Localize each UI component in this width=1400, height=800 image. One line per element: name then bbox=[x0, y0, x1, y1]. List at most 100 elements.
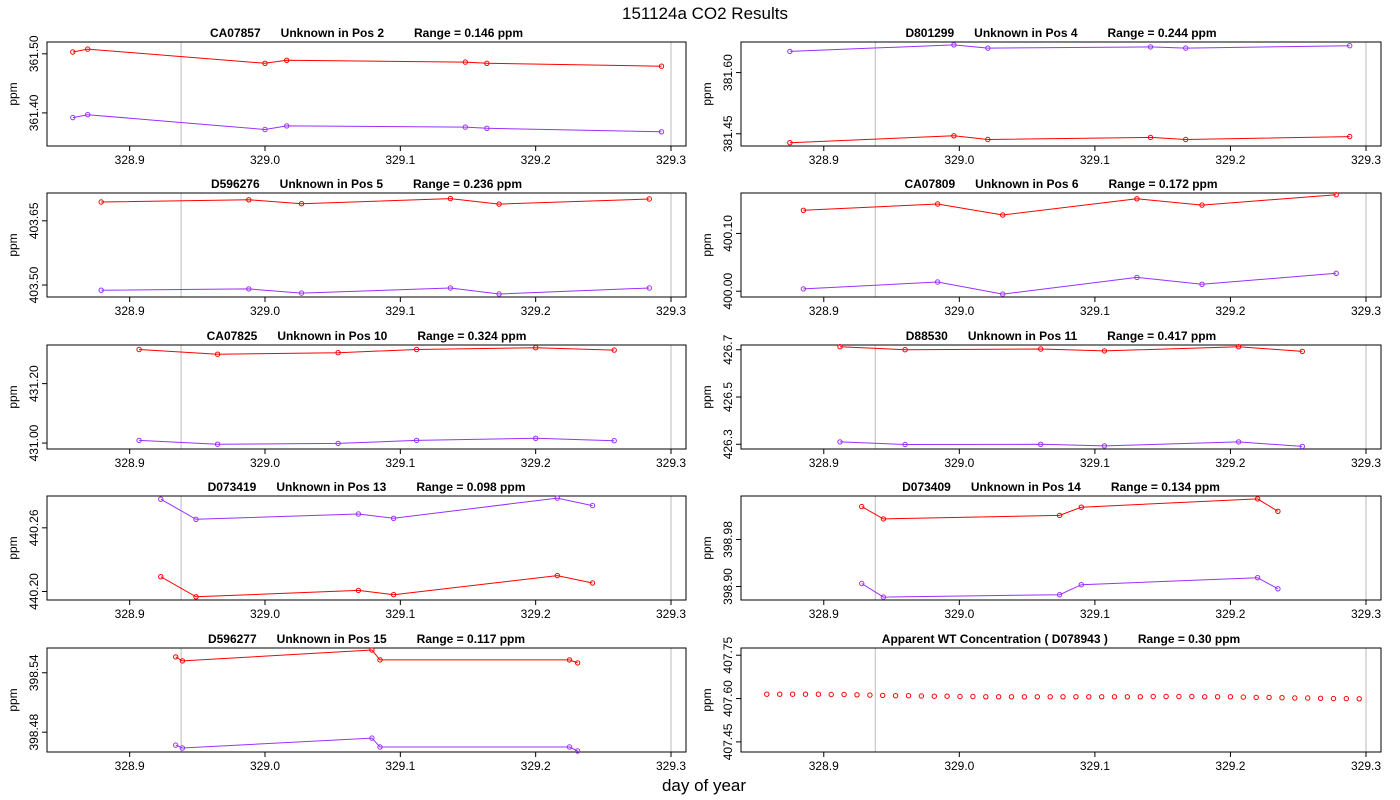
data-point bbox=[1150, 693, 1156, 700]
data-point bbox=[1275, 586, 1281, 592]
panel-title-part: Unknown in Pos 6 bbox=[975, 177, 1079, 191]
data-point bbox=[802, 691, 809, 697]
data-point bbox=[246, 286, 252, 292]
y-axis-label: ppm bbox=[700, 233, 714, 256]
data-point bbox=[1073, 694, 1079, 700]
series-red bbox=[70, 46, 665, 69]
y-axis-label: ppm bbox=[6, 688, 20, 711]
data-point bbox=[1214, 694, 1221, 700]
panel-title-part: Unknown in Pos 10 bbox=[277, 329, 387, 343]
data-point bbox=[1317, 695, 1324, 701]
data-point bbox=[262, 60, 268, 66]
y-axis-label: ppm bbox=[700, 536, 714, 559]
panel-p10: Apparent WT Concentration ( D078943 ) Ran… bbox=[700, 632, 1382, 773]
series-purple bbox=[800, 270, 1339, 297]
panel-title-part: D073409 bbox=[902, 480, 951, 494]
y-tick-label: 440.26 bbox=[27, 509, 41, 546]
y-axis-label: ppm bbox=[700, 385, 714, 408]
x-tick-label: 328.9 bbox=[115, 607, 145, 621]
panel-title-part: Range = 0.324 ppm bbox=[417, 329, 526, 343]
series-line bbox=[175, 649, 578, 664]
data-point bbox=[566, 744, 573, 750]
data-point bbox=[1183, 45, 1189, 51]
series-line bbox=[160, 497, 593, 520]
x-tick-label: 329.1 bbox=[385, 153, 415, 167]
panels: CA07857 Unknown in Pos 2 Range = 0.146 ppm… bbox=[6, 26, 1382, 773]
y-tick-label: 400.00 bbox=[721, 273, 735, 310]
x-tick-label: 328.9 bbox=[809, 759, 839, 773]
data-point bbox=[447, 285, 454, 291]
panel-title-part: Range = 0.417 ppm bbox=[1107, 329, 1216, 343]
panel-title: Apparent WT Concentration ( D078943 ) Ran… bbox=[882, 632, 1240, 646]
data-point bbox=[284, 57, 290, 63]
data-point bbox=[867, 692, 873, 698]
data-point bbox=[1330, 695, 1337, 702]
x-tick-label: 328.9 bbox=[115, 759, 145, 773]
x-tick-label: 329.2 bbox=[521, 456, 551, 470]
data-point bbox=[1163, 693, 1169, 700]
data-point bbox=[800, 207, 807, 214]
data-point bbox=[1147, 44, 1154, 50]
panel-p4: CA07809 Unknown in Pos 6 Range = 0.172 ppm… bbox=[700, 177, 1382, 318]
y-axis-label: ppm bbox=[6, 536, 20, 559]
data-point bbox=[611, 347, 617, 353]
x-tick-label: 329.1 bbox=[1080, 153, 1110, 167]
panel-title-part: CA07857 bbox=[210, 26, 261, 40]
y-axis-label: ppm bbox=[6, 233, 20, 256]
data-point bbox=[1034, 694, 1041, 700]
data-point bbox=[985, 136, 991, 143]
series-line bbox=[101, 287, 650, 295]
data-point bbox=[658, 129, 665, 135]
panel-p8: D073409 Unknown in Pos 14 Range = 0.134 pp… bbox=[700, 480, 1382, 621]
data-point bbox=[193, 594, 199, 600]
data-point bbox=[859, 580, 865, 587]
data-point bbox=[554, 495, 560, 501]
x-tick-label: 329.3 bbox=[1351, 759, 1381, 773]
data-point bbox=[335, 440, 341, 447]
panel-title: D596277 Unknown in Pos 15 Range = 0.117 pp… bbox=[208, 632, 525, 646]
data-point bbox=[85, 46, 91, 52]
plot-frame bbox=[740, 647, 1382, 753]
data-point bbox=[1000, 291, 1006, 297]
y-tick-label: 407.60 bbox=[721, 680, 735, 717]
data-point bbox=[995, 694, 1002, 700]
y-tick-label: 407.75 bbox=[721, 637, 735, 674]
data-point bbox=[1333, 192, 1339, 198]
data-point bbox=[496, 201, 502, 207]
series-line bbox=[803, 272, 1337, 295]
y-tick-label: 398.90 bbox=[721, 568, 735, 605]
panel-title-part: D073419 bbox=[208, 480, 257, 494]
plot-frame bbox=[46, 41, 687, 147]
series-line bbox=[72, 48, 662, 67]
series-red bbox=[800, 192, 1339, 218]
y-tick-label: 381.60 bbox=[721, 54, 735, 91]
x-tick-label: 329.2 bbox=[1215, 153, 1245, 167]
panel-title-part: Range = 0.244 ppm bbox=[1108, 26, 1217, 40]
data-point bbox=[1254, 575, 1261, 581]
data-point bbox=[390, 515, 397, 521]
series-line bbox=[839, 441, 1303, 447]
data-point bbox=[589, 580, 596, 586]
data-point bbox=[764, 691, 770, 697]
x-tick-label: 328.9 bbox=[115, 456, 145, 470]
data-point bbox=[85, 112, 91, 118]
series-line bbox=[139, 347, 615, 355]
data-point bbox=[1060, 694, 1066, 700]
data-point bbox=[1266, 694, 1272, 701]
y-tick-label: 440.20 bbox=[27, 573, 41, 610]
series-red bbox=[787, 133, 1353, 146]
panel-title-part: D801299 bbox=[905, 26, 954, 40]
data-point bbox=[298, 201, 305, 207]
data-point bbox=[377, 744, 383, 750]
y-tick-label: 398.54 bbox=[27, 654, 41, 691]
data-point bbox=[1199, 281, 1205, 287]
data-point bbox=[214, 351, 221, 357]
series-purple bbox=[859, 575, 1281, 600]
series-purple bbox=[70, 112, 665, 135]
series-red bbox=[837, 344, 1306, 355]
data-point bbox=[983, 694, 989, 700]
y-tick-label: 426.3 bbox=[721, 429, 735, 459]
x-tick-label: 329.2 bbox=[1215, 759, 1245, 773]
series-line bbox=[803, 194, 1337, 216]
data-point bbox=[611, 438, 617, 444]
